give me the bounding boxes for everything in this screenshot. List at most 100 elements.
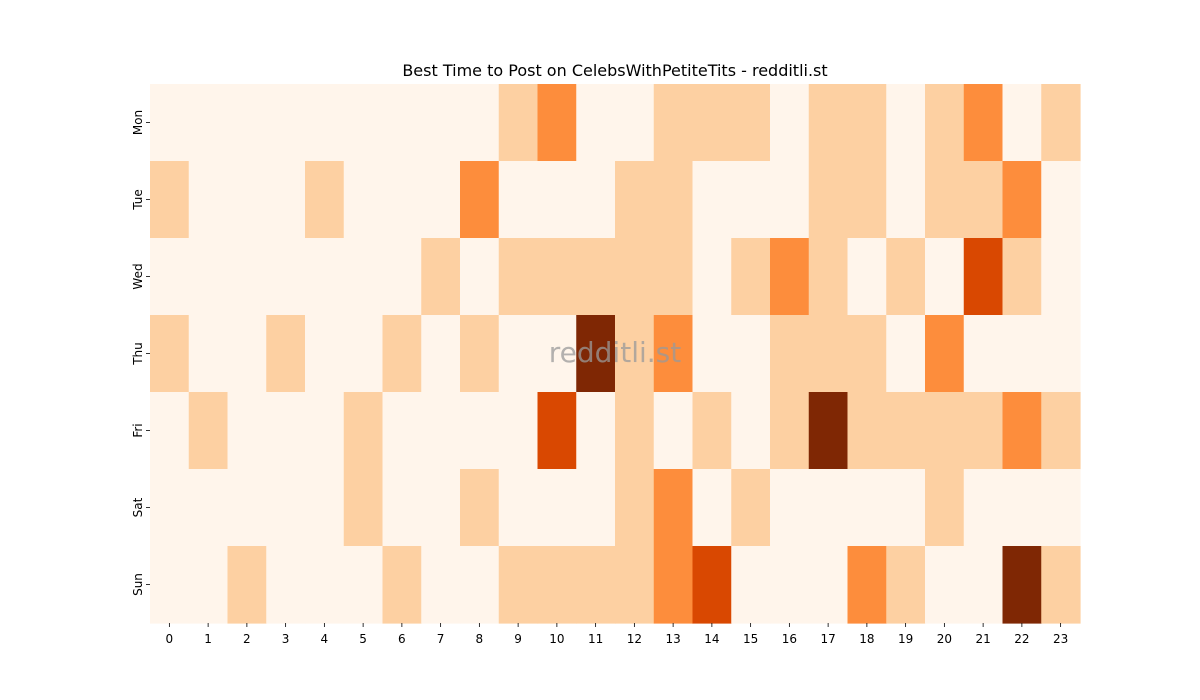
heatmap-cell-fri-9 xyxy=(498,392,539,470)
heatmap-cell-wed-16 xyxy=(770,238,810,316)
y-tick-label-sat: Sat xyxy=(131,497,145,517)
heatmap-cell-mon-23 xyxy=(1041,84,1081,162)
heatmap-cell-tue-15 xyxy=(731,161,771,239)
heatmap-cell-fri-7 xyxy=(421,392,461,470)
heatmap-cell-thu-19 xyxy=(886,315,926,393)
x-tick-label-5: 5 xyxy=(359,632,367,646)
heatmap-cell-mon-22 xyxy=(1002,84,1042,162)
heatmap-cell-wed-20 xyxy=(925,238,965,316)
x-tick-label-20: 20 xyxy=(937,632,952,646)
heatmap-cell-sun-16 xyxy=(770,546,810,624)
heatmap-cell-wed-3 xyxy=(266,238,306,316)
heatmap-cell-sat-16 xyxy=(770,469,810,547)
heatmap-cell-fri-12 xyxy=(615,392,655,470)
heatmap-cell-tue-6 xyxy=(382,161,422,239)
heatmap-cell-sat-22 xyxy=(1002,469,1042,547)
heatmap-cell-mon-16 xyxy=(770,84,810,162)
heatmap-cell-sun-7 xyxy=(421,546,461,624)
heatmap-cell-tue-10 xyxy=(537,161,577,239)
heatmap-cell-sun-5 xyxy=(343,546,384,624)
heatmap-cell-sun-9 xyxy=(498,546,539,624)
heatmap-cell-mon-4 xyxy=(305,84,345,162)
heatmap-cell-sat-13 xyxy=(653,469,694,547)
heatmap-cell-sat-6 xyxy=(382,469,422,547)
heatmap-cell-fri-0 xyxy=(150,392,190,470)
heatmap-cell-wed-10 xyxy=(537,238,577,316)
y-tick-label-mon: Mon xyxy=(131,110,145,135)
heatmap-cell-mon-2 xyxy=(227,84,267,162)
heatmap-cell-mon-12 xyxy=(615,84,655,162)
heatmap-cell-sun-4 xyxy=(305,546,345,624)
heatmap-cell-mon-8 xyxy=(460,84,500,162)
heatmap-cell-fri-2 xyxy=(227,392,267,470)
heatmap-cell-fri-13 xyxy=(653,392,694,470)
heatmap-cell-thu-3 xyxy=(266,315,306,393)
heatmap-cell-sat-19 xyxy=(886,469,926,547)
heatmap-cell-mon-9 xyxy=(498,84,539,162)
heatmap-cells xyxy=(150,84,1081,624)
heatmap-cell-thu-6 xyxy=(382,315,422,393)
heatmap-cell-tue-13 xyxy=(653,161,694,239)
heatmap-cell-sat-23 xyxy=(1041,469,1081,547)
heatmap-cell-thu-2 xyxy=(227,315,267,393)
heatmap-cell-fri-21 xyxy=(963,392,1004,470)
heatmap-cell-tue-14 xyxy=(692,161,732,239)
heatmap-cell-sun-1 xyxy=(188,546,229,624)
heatmap-cell-fri-11 xyxy=(576,392,616,470)
y-tick-label-fri: Fri xyxy=(131,423,145,437)
heatmap-cell-thu-17 xyxy=(808,315,849,393)
heatmap-cell-mon-5 xyxy=(343,84,384,162)
heatmap-cell-sat-18 xyxy=(847,469,887,547)
heatmap-cell-fri-17 xyxy=(808,392,849,470)
heatmap-cell-sun-19 xyxy=(886,546,926,624)
heatmap-cell-tue-12 xyxy=(615,161,655,239)
heatmap-cell-sun-8 xyxy=(460,546,500,624)
heatmap-cell-wed-12 xyxy=(615,238,655,316)
heatmap-cell-tue-9 xyxy=(498,161,539,239)
x-tick-label-1: 1 xyxy=(204,632,212,646)
heatmap-cell-thu-11 xyxy=(576,315,616,393)
heatmap-cell-sat-2 xyxy=(227,469,267,547)
heatmap-cell-wed-7 xyxy=(421,238,461,316)
heatmap-cell-sat-15 xyxy=(731,469,771,547)
heatmap-cell-tue-7 xyxy=(421,161,461,239)
heatmap-cell-thu-20 xyxy=(925,315,965,393)
heatmap-cell-wed-19 xyxy=(886,238,926,316)
heatmap-cell-tue-19 xyxy=(886,161,926,239)
y-tick-label-wed: Wed xyxy=(131,263,145,289)
heatmap-cell-fri-14 xyxy=(692,392,732,470)
heatmap-cell-sun-3 xyxy=(266,546,306,624)
heatmap-cell-sat-5 xyxy=(343,469,384,547)
heatmap-cell-wed-22 xyxy=(1002,238,1042,316)
heatmap-cell-sat-0 xyxy=(150,469,190,547)
heatmap-cell-mon-0 xyxy=(150,84,190,162)
heatmap-cell-fri-20 xyxy=(925,392,965,470)
heatmap-cell-sat-17 xyxy=(808,469,849,547)
heatmap-cell-fri-19 xyxy=(886,392,926,470)
x-tick-label-11: 11 xyxy=(588,632,603,646)
heatmap-cell-mon-1 xyxy=(188,84,229,162)
heatmap-cell-mon-20 xyxy=(925,84,965,162)
heatmap-cell-thu-4 xyxy=(305,315,345,393)
heatmap-cell-sat-3 xyxy=(266,469,306,547)
heatmap-cell-fri-23 xyxy=(1041,392,1081,470)
heatmap-cell-wed-13 xyxy=(653,238,694,316)
heatmap-cell-mon-19 xyxy=(886,84,926,162)
heatmap-cell-mon-6 xyxy=(382,84,422,162)
x-tick-label-22: 22 xyxy=(1014,632,1029,646)
heatmap-cell-thu-12 xyxy=(615,315,655,393)
heatmap-cell-wed-8 xyxy=(460,238,500,316)
heatmap-cell-fri-15 xyxy=(731,392,771,470)
chart-title: Best Time to Post on CelebsWithPetiteTit… xyxy=(402,61,827,80)
heatmap-cell-wed-2 xyxy=(227,238,267,316)
heatmap-cell-wed-1 xyxy=(188,238,229,316)
heatmap-cell-sun-10 xyxy=(537,546,577,624)
y-axis: Mon Tue Wed Thu Fri Sat Sun xyxy=(131,110,150,596)
heatmap-cell-sun-17 xyxy=(808,546,849,624)
heatmap-cell-wed-14 xyxy=(692,238,732,316)
heatmap-cell-fri-18 xyxy=(847,392,887,470)
heatmap-cell-mon-15 xyxy=(731,84,771,162)
heatmap-cell-thu-8 xyxy=(460,315,500,393)
heatmap-cell-wed-5 xyxy=(343,238,384,316)
